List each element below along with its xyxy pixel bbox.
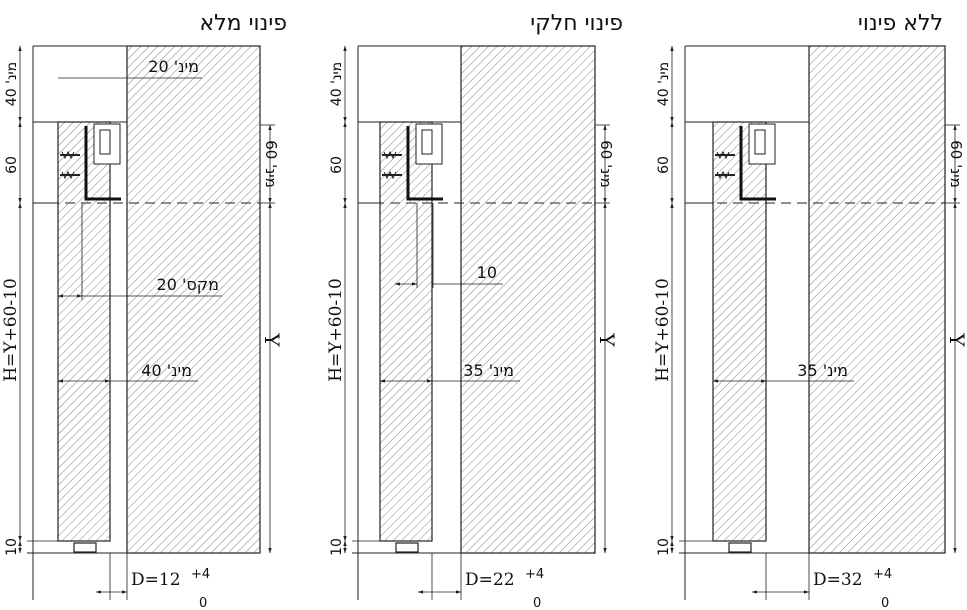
hanger-bracket <box>748 123 776 165</box>
wall-block <box>460 45 596 554</box>
floor-guide-icon <box>73 542 97 553</box>
screw-thread <box>61 150 75 160</box>
tol-plus-label: +4 <box>191 567 210 582</box>
wall-block <box>808 45 946 554</box>
left-60-label: 60 <box>329 156 345 174</box>
tol-zero-label: 0 <box>533 596 541 610</box>
bottom-10-label: 10 <box>4 538 20 556</box>
panel-title: ללא פינוי <box>858 11 943 36</box>
max-label: מקס' 20 <box>157 275 219 294</box>
h-formula-label: H=Y+60-10 <box>326 278 346 382</box>
left-60-label: 60 <box>4 156 20 174</box>
right-60-label: מינ' 60 <box>262 140 280 188</box>
top-min-20-label: מינ' 20 <box>148 57 199 76</box>
screw-thread <box>383 150 397 160</box>
gap-label: 10 <box>477 263 497 282</box>
tol-zero-label: 0 <box>199 596 207 610</box>
top-min-label: מינ' 40 <box>4 62 20 106</box>
screw-thread <box>716 150 730 160</box>
track-profile <box>739 126 776 201</box>
hanger-bracket <box>415 123 443 165</box>
tol-plus-label: +4 <box>525 567 544 582</box>
y-label: Y <box>595 332 619 347</box>
d-label: D=32 <box>813 570 863 590</box>
min-label: מינ' 35 <box>797 361 848 380</box>
panel-1: פינוי מלא מינ' 60 Y מינ' 40 60 H=Y+60-10 10 מינ… <box>1 11 287 610</box>
hanger-detail <box>421 129 433 155</box>
door-panel <box>379 121 433 542</box>
screw-thread <box>383 170 397 180</box>
right-60-label: מינ' 60 <box>597 140 615 188</box>
panel-title: פינוי מלא <box>199 11 287 36</box>
wall-block <box>126 45 261 554</box>
hanger-detail <box>99 129 111 155</box>
bottom-10-label: 10 <box>656 538 672 556</box>
top-min-label: מינ' 40 <box>329 62 345 106</box>
top-min-label: מינ' 40 <box>656 62 672 106</box>
panel-3: ללא פינוי מינ' 60 Y מינ' 40 60 H=Y+60-10 10 מינ… <box>653 11 967 610</box>
right-60-label: מינ' 60 <box>947 140 965 188</box>
d-label: D=12 <box>131 570 181 590</box>
panel-title: פינוי חלקי <box>530 11 623 36</box>
floor-guide-icon <box>728 542 752 553</box>
hanger-bracket <box>93 123 121 165</box>
panel-2: פינוי חלקי מינ' 60 Y מינ' 40 60 H=Y+60-10 10 מי… <box>326 11 623 610</box>
tol-zero-label: 0 <box>881 596 889 610</box>
h-formula-label: H=Y+60-10 <box>653 278 673 382</box>
min-label: מינ' 40 <box>141 361 192 380</box>
hanger-detail <box>754 129 766 155</box>
tol-plus-label: +4 <box>873 567 892 582</box>
screw-thread <box>716 170 730 180</box>
h-formula-label: H=Y+60-10 <box>1 278 21 382</box>
floor-guide-icon <box>395 542 419 553</box>
door-panel <box>57 121 111 542</box>
min-label: מינ' 35 <box>463 361 514 380</box>
y-label: Y <box>945 332 967 347</box>
y-label: Y <box>260 332 284 347</box>
screw-thread <box>61 170 75 180</box>
track-profile <box>84 126 121 201</box>
track-profile <box>406 126 443 201</box>
d-label: D=22 <box>465 570 515 590</box>
left-60-label: 60 <box>656 156 672 174</box>
bottom-10-label: 10 <box>329 538 345 556</box>
